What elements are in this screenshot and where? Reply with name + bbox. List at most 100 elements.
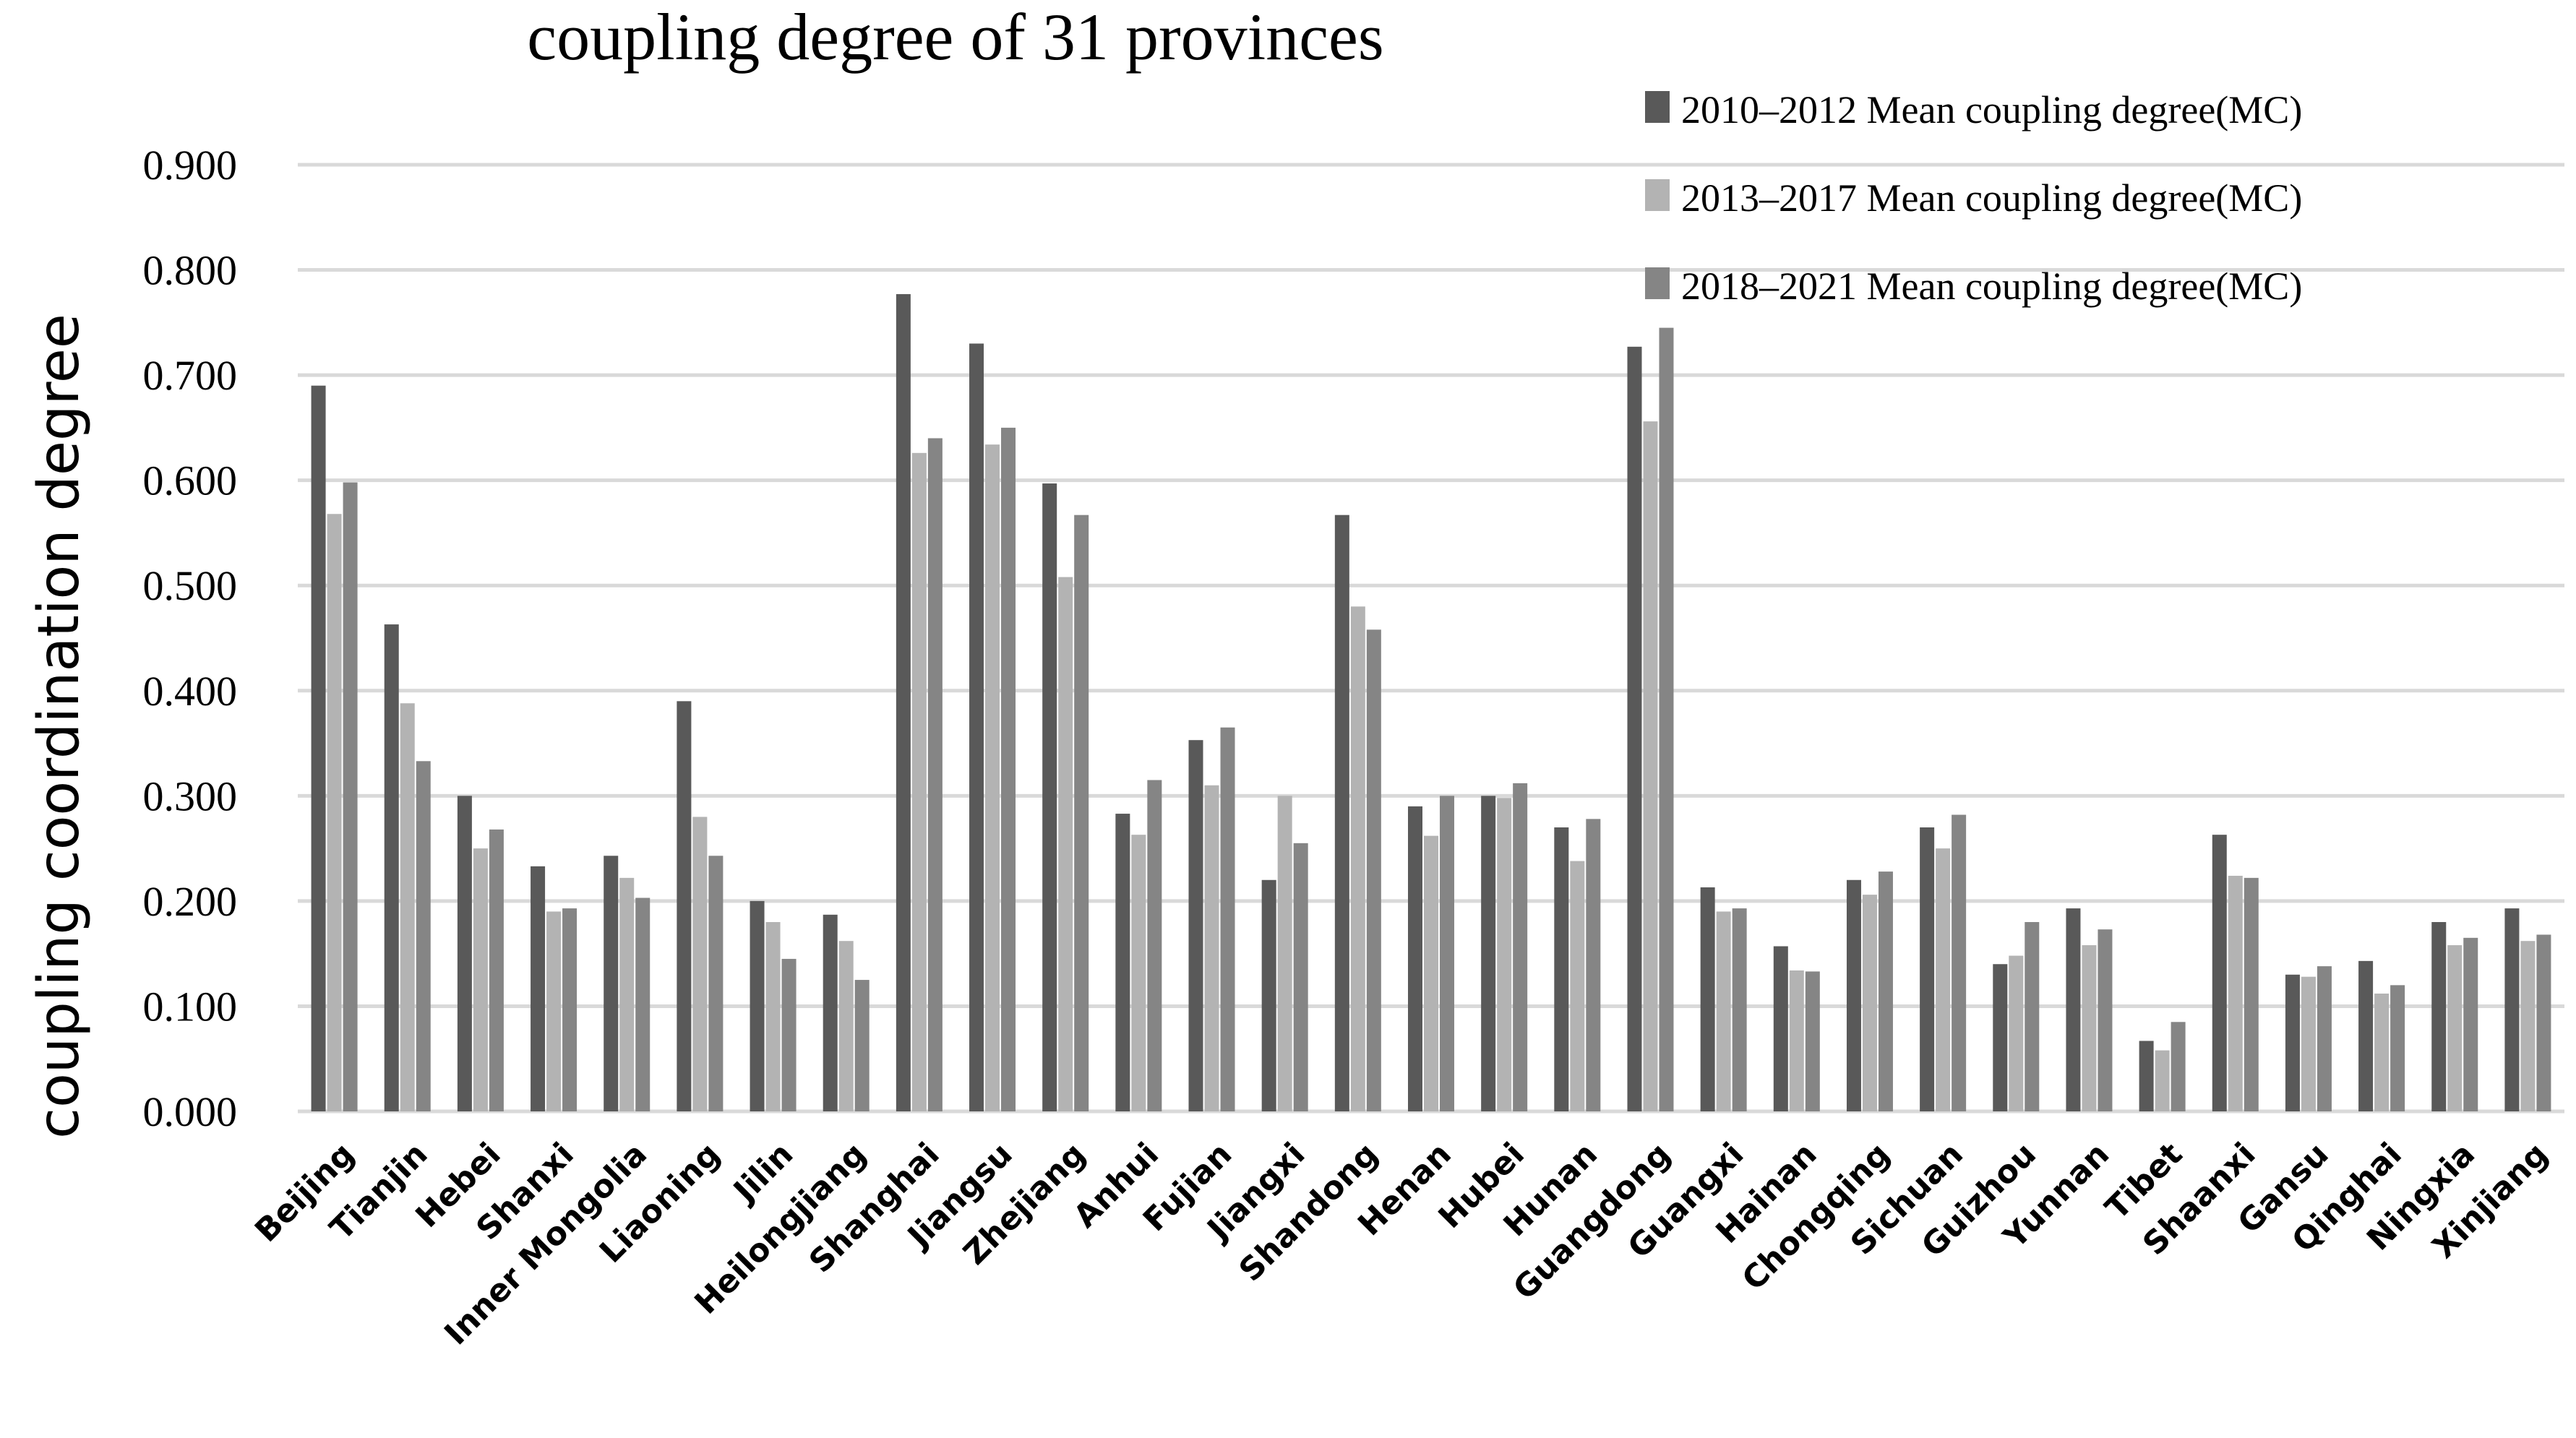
bar (985, 444, 1000, 1111)
legend-label: 2013–2017 Mean coupling degree(MC) (1681, 176, 2302, 220)
bar (1586, 819, 1601, 1111)
y-tick-label: 0.900 (143, 142, 238, 189)
bar (927, 438, 943, 1111)
bar (1862, 895, 1877, 1111)
bar (1878, 871, 1893, 1111)
bar (1440, 796, 1454, 1111)
y-tick-label: 0.500 (143, 562, 238, 609)
bar (2536, 934, 2551, 1111)
bar (1732, 908, 1747, 1111)
bar (2374, 993, 2390, 1111)
bar (1700, 887, 1715, 1111)
bar (2244, 877, 2259, 1111)
legend-label: 2010–2012 Mean coupling degree(MC) (1681, 88, 2302, 132)
bar (1261, 879, 1276, 1111)
y-tick-label: 0.000 (143, 1088, 238, 1135)
y-tick-label: 0.200 (143, 878, 238, 925)
bar (1789, 970, 1804, 1111)
bar (1920, 827, 1935, 1111)
bar (1643, 421, 1658, 1111)
y-tick-label: 0.800 (143, 247, 238, 294)
bar (1424, 835, 1438, 1111)
bar (1554, 827, 1569, 1111)
bar (1277, 796, 1292, 1111)
y-tick-label: 0.700 (143, 352, 238, 399)
bar (677, 701, 692, 1111)
bar (1001, 427, 1016, 1111)
legend-swatch (1645, 267, 1670, 299)
bar (750, 900, 765, 1111)
bar (2504, 908, 2520, 1111)
bar (2228, 875, 2243, 1111)
y-tick-label: 0.100 (143, 983, 238, 1030)
y-axis-label: coupling coordination degree (27, 314, 92, 1139)
bar (1058, 577, 1073, 1111)
bar (1350, 606, 1365, 1111)
bar (2212, 835, 2227, 1111)
bar (2285, 974, 2300, 1111)
bar (2155, 1050, 2170, 1111)
y-axis-ticks: 0.000 0.100 0.200 0.300 0.400 0.500 0.600 0.700… (143, 142, 238, 1135)
bar (969, 343, 984, 1111)
bar (619, 877, 635, 1111)
y-tick-label: 0.600 (143, 457, 238, 504)
bar (1131, 835, 1146, 1111)
bar (343, 482, 358, 1111)
bar (1074, 515, 1089, 1111)
bar (400, 703, 415, 1111)
bar (1408, 806, 1422, 1111)
bar (2009, 955, 2024, 1111)
bar (416, 761, 431, 1111)
bar (2390, 985, 2405, 1111)
bar (692, 817, 708, 1111)
bar (1805, 971, 1820, 1111)
bar (2447, 945, 2463, 1111)
bar (1659, 327, 1674, 1112)
bar (781, 958, 797, 1111)
bar (838, 941, 854, 1111)
bar (1220, 727, 1235, 1111)
bar (911, 452, 927, 1111)
bar (327, 514, 342, 1111)
gridlines (298, 163, 2564, 1114)
bar (1936, 848, 1951, 1111)
bar (489, 829, 504, 1111)
bar (2431, 922, 2447, 1111)
bar (2066, 908, 2081, 1111)
bar (1952, 814, 1967, 1111)
bar (823, 914, 838, 1111)
bar (2520, 941, 2536, 1111)
bar (1147, 780, 1162, 1111)
bar (311, 385, 326, 1111)
legend: 2010–2012 Mean coupling degree(MC) 2013–2… (1645, 88, 2302, 308)
bar (2025, 922, 2040, 1111)
bar (1570, 861, 1585, 1111)
bar (531, 866, 546, 1111)
bar (2171, 1022, 2186, 1111)
bar (896, 294, 911, 1111)
bar (2082, 945, 2097, 1111)
bar (635, 897, 651, 1111)
bar (2463, 937, 2478, 1111)
bar (1042, 483, 1057, 1111)
legend-label: 2018–2021 Mean coupling degree(MC) (1681, 264, 2302, 308)
bar (708, 856, 724, 1111)
bar (604, 856, 619, 1111)
bar (562, 908, 578, 1111)
bar (1846, 879, 1861, 1111)
legend-swatch (1645, 179, 1670, 211)
bar (1204, 785, 1219, 1111)
bar (1716, 911, 1731, 1111)
bar (765, 922, 781, 1111)
bar (2317, 966, 2332, 1111)
bar (2139, 1041, 2154, 1111)
bar (473, 848, 488, 1111)
bar (1115, 814, 1130, 1111)
y-tick-label: 0.400 (143, 668, 238, 715)
chart-title: coupling degree of 31 provinces (527, 0, 1383, 74)
bar (854, 980, 870, 1111)
bar (1293, 843, 1308, 1111)
bar (1366, 629, 1381, 1111)
bar (1513, 783, 1528, 1111)
